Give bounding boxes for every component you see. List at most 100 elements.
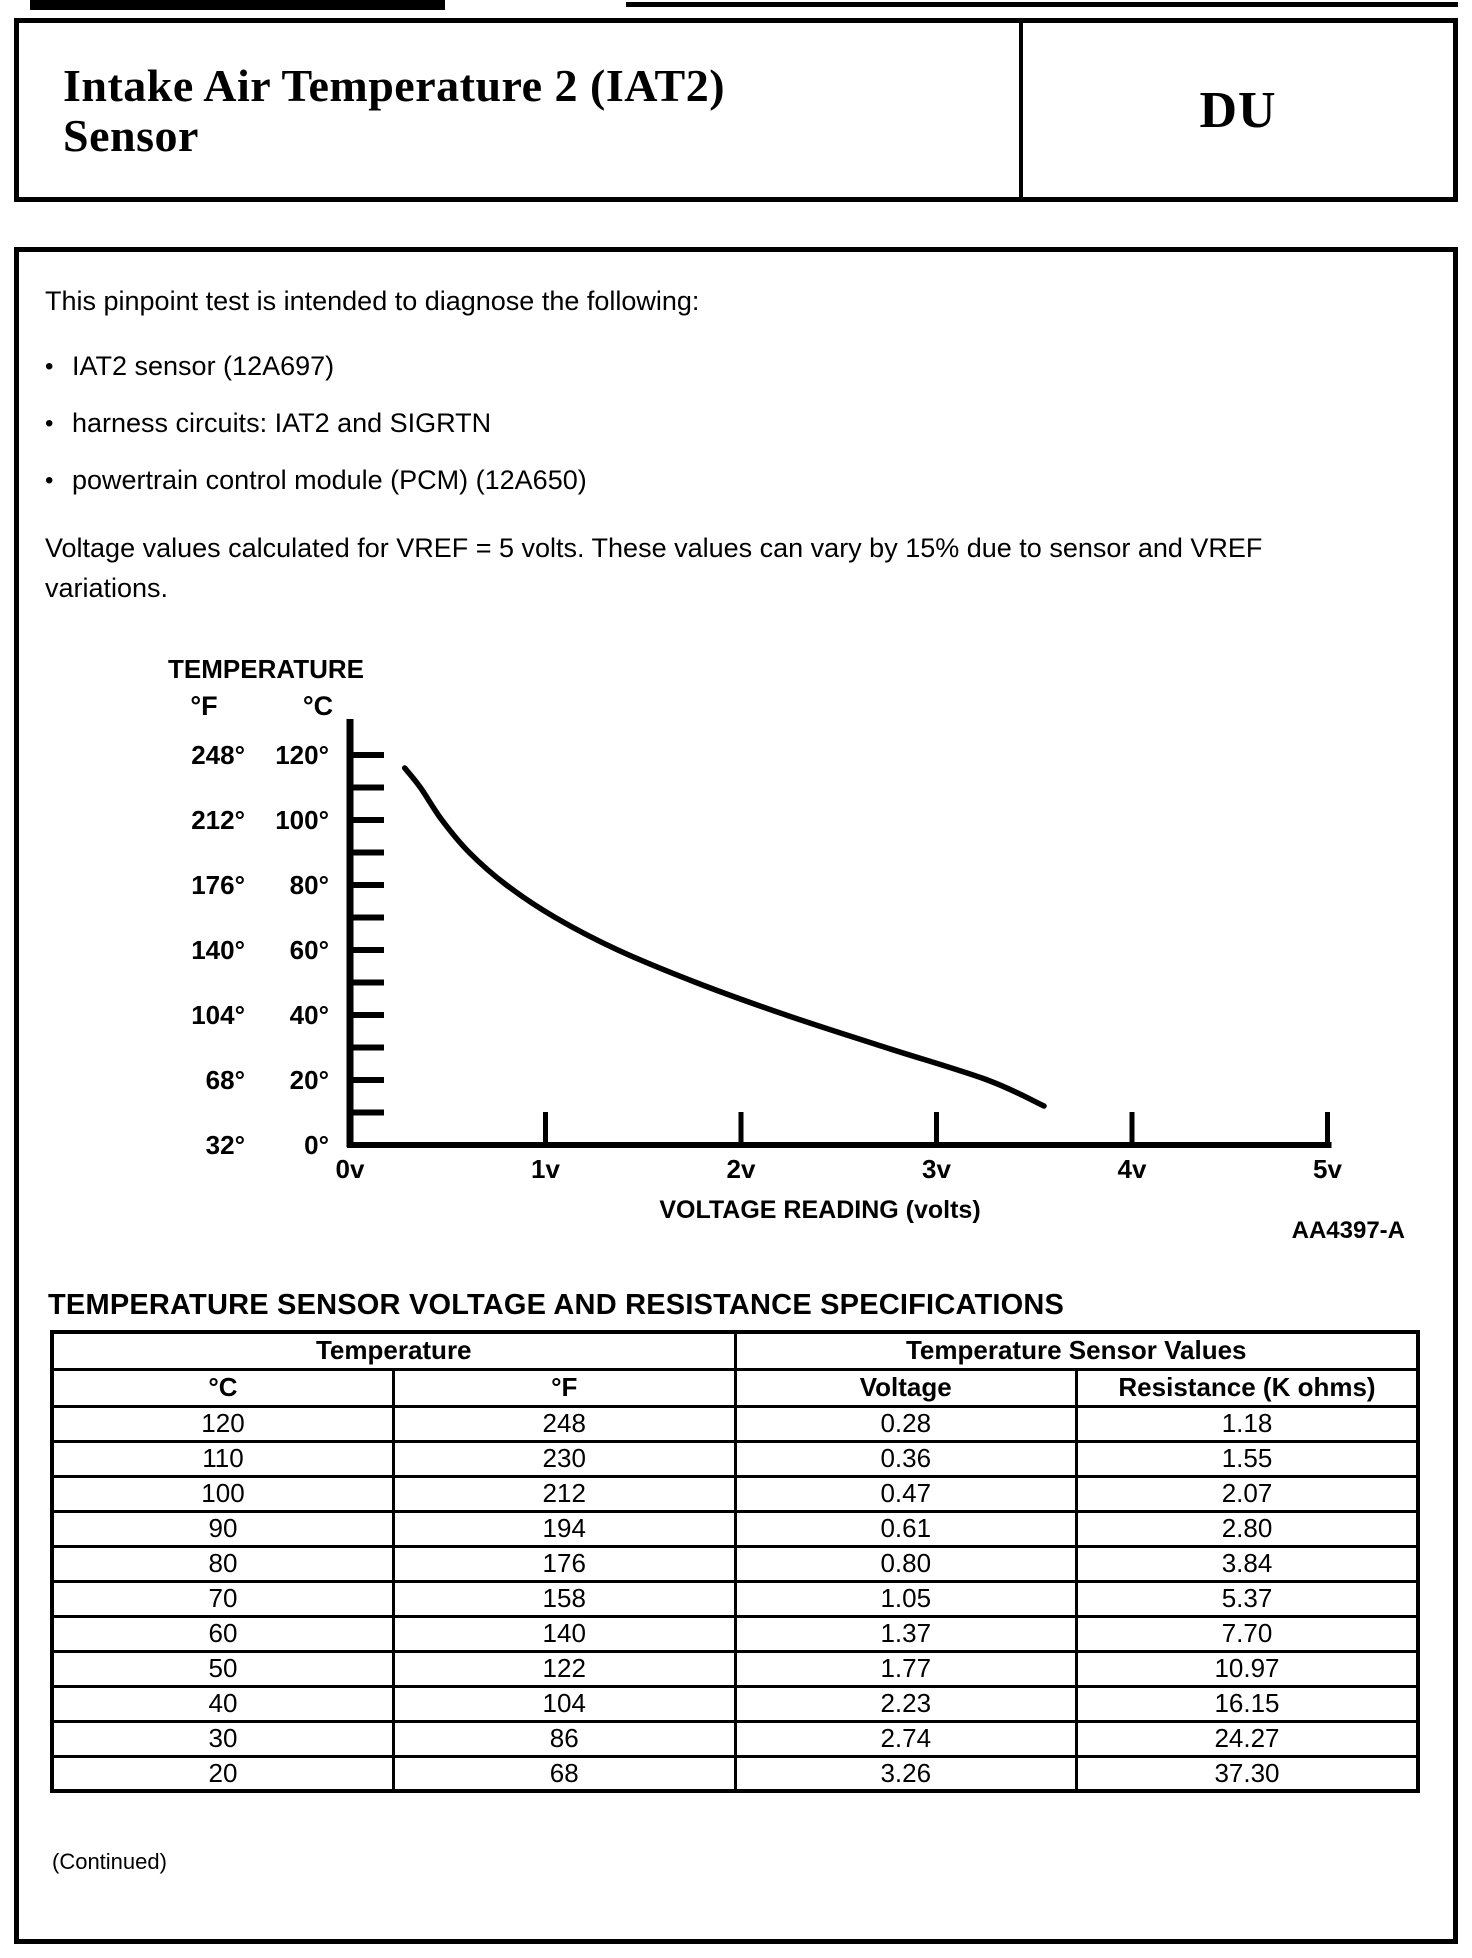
vref-note: Voltage values calculated for VREF = 5 v… xyxy=(45,533,1263,603)
x-tick-label: 5v xyxy=(1313,1154,1342,1184)
iat2-voltage-chart: TEMPERATURE °F °C 248° 120° 212° 100° 176° 80° 14… xyxy=(168,654,1405,1244)
y-tick-label-c: 100° xyxy=(275,805,329,835)
y-tick-label-f: 176° xyxy=(191,870,245,900)
list-item: • powertrain control module (PCM) (12A650… xyxy=(45,465,587,496)
y-tick-label-c: 120° xyxy=(275,740,329,770)
table-cell: 24.27 xyxy=(1075,1719,1420,1758)
table-cell: 0.61 xyxy=(733,1509,1078,1548)
table-cell: 0.80 xyxy=(733,1544,1078,1583)
table-row: 60 140 1.37 7.70 xyxy=(50,1614,1420,1653)
spec-table-head: Temperature Temperature Sensor Values °C… xyxy=(50,1330,1420,1408)
y-tick-label-c: 40° xyxy=(290,1000,329,1030)
header-box: Intake Air Temperature 2 (IAT2) Sensor D… xyxy=(14,18,1458,202)
scan-artifact xyxy=(30,0,445,10)
table-cell: 2.23 xyxy=(733,1684,1078,1723)
y-tick-label-f: 248° xyxy=(191,740,245,770)
y-tick-label-f: 68° xyxy=(206,1065,245,1095)
content-box: This pinpoint test is intended to diagno… xyxy=(14,247,1458,1944)
column-header-c: °C xyxy=(50,1367,395,1408)
y-tick-label-f: 104° xyxy=(191,1000,245,1030)
pinpoint-test-code: DU xyxy=(1199,81,1277,139)
table-cell: 1.18 xyxy=(1075,1404,1420,1443)
y-tick-label-f: 140° xyxy=(191,935,245,965)
spec-table: Temperature Temperature Sensor Values °C… xyxy=(50,1330,1420,1793)
table-cell: 140 xyxy=(392,1614,737,1653)
group-header-sensor-values: Temperature Sensor Values xyxy=(733,1330,1420,1371)
header-title-cell: Intake Air Temperature 2 (IAT2) Sensor xyxy=(19,23,1023,197)
column-header-f: °F xyxy=(392,1367,737,1408)
page-title-line2: Sensor xyxy=(63,110,199,161)
spec-table-title: TEMPERATURE SENSOR VOLTAGE AND RESISTANC… xyxy=(48,1289,1065,1321)
table-row: 70 158 1.05 5.37 xyxy=(50,1579,1420,1618)
table-cell: 90 xyxy=(50,1509,395,1548)
y-axis-unit-c: °C xyxy=(303,691,333,721)
table-cell: 122 xyxy=(392,1649,737,1688)
column-header-row: °C °F Voltage Resistance (K ohms) xyxy=(50,1367,1420,1408)
table-cell: 3.84 xyxy=(1075,1544,1420,1583)
table-cell: 120 xyxy=(50,1404,395,1443)
x-tick-label: 4v xyxy=(1118,1154,1147,1184)
column-header-voltage: Voltage xyxy=(733,1367,1078,1408)
table-cell: 80 xyxy=(50,1544,395,1583)
table-row: 40 104 2.23 16.15 xyxy=(50,1684,1420,1723)
list-item-text: harness circuits: IAT2 and SIGRTN xyxy=(72,408,492,438)
list-item-text: IAT2 sensor (12A697) xyxy=(72,351,335,381)
table-cell: 0.47 xyxy=(733,1474,1078,1513)
table-row: 120 248 0.28 1.18 xyxy=(50,1404,1420,1443)
bullet-icon: • xyxy=(45,353,54,380)
table-cell: 3.26 xyxy=(733,1754,1078,1793)
table-cell: 230 xyxy=(392,1439,737,1478)
table-row: 110 230 0.36 1.55 xyxy=(50,1439,1420,1478)
table-cell: 1.05 xyxy=(733,1579,1078,1618)
table-cell: 0.28 xyxy=(733,1404,1078,1443)
spec-table-body: 120 248 0.28 1.18 110 230 0.36 1.55 100 212 0.47 2.… xyxy=(50,1404,1420,1793)
table-cell: 212 xyxy=(392,1474,737,1513)
y-axis-unit-f: °F xyxy=(190,691,217,721)
header-code-cell: DU xyxy=(1023,23,1453,197)
table-cell: 60 xyxy=(50,1614,395,1653)
table-cell: 16.15 xyxy=(1075,1684,1420,1723)
y-tick-label-c: 60° xyxy=(290,935,329,965)
table-cell: 50 xyxy=(50,1649,395,1688)
x-tick-label: 3v xyxy=(922,1154,951,1184)
sensor-response-curve xyxy=(401,765,1047,1109)
chart-title: TEMPERATURE xyxy=(168,654,364,684)
list-item: • IAT2 sensor (12A697) xyxy=(45,351,334,382)
table-cell: 248 xyxy=(392,1404,737,1443)
table-cell: 70 xyxy=(50,1579,395,1618)
y-tick-label-c: 0° xyxy=(304,1130,329,1160)
table-cell: 158 xyxy=(392,1579,737,1618)
table-cell: 68 xyxy=(392,1754,737,1793)
bullet-icon: • xyxy=(45,467,54,494)
table-cell: 7.70 xyxy=(1075,1614,1420,1653)
table-cell: 1.55 xyxy=(1075,1439,1420,1478)
bullet-icon: • xyxy=(45,410,54,437)
y-tick-label-c: 20° xyxy=(290,1065,329,1095)
page-title-line1: Intake Air Temperature 2 (IAT2) xyxy=(63,60,726,111)
table-cell: 110 xyxy=(50,1439,395,1478)
table-cell: 5.37 xyxy=(1075,1579,1420,1618)
page-title: Intake Air Temperature 2 (IAT2) Sensor xyxy=(63,61,1019,161)
table-cell: 86 xyxy=(392,1719,737,1758)
intro-lead: This pinpoint test is intended to diagno… xyxy=(45,286,700,316)
table-cell: 10.97 xyxy=(1075,1649,1420,1688)
table-cell: 104 xyxy=(392,1684,737,1723)
y-tick-label-c: 80° xyxy=(290,870,329,900)
x-tick-label: 1v xyxy=(531,1154,560,1184)
table-row: 90 194 0.61 2.80 xyxy=(50,1509,1420,1548)
table-cell: 0.36 xyxy=(733,1439,1078,1478)
x-tick-label: 2v xyxy=(727,1154,756,1184)
group-header-temperature: Temperature xyxy=(50,1330,737,1371)
table-row: 30 86 2.74 24.27 xyxy=(50,1719,1420,1758)
table-cell: 176 xyxy=(392,1544,737,1583)
table-cell: 30 xyxy=(50,1719,395,1758)
table-row: 80 176 0.80 3.84 xyxy=(50,1544,1420,1583)
table-cell: 1.37 xyxy=(733,1614,1078,1653)
table-row: 50 122 1.77 10.97 xyxy=(50,1649,1420,1688)
group-header-row: Temperature Temperature Sensor Values xyxy=(50,1330,1420,1371)
y-tick-label-f: 212° xyxy=(191,805,245,835)
y-tick-label-f: 32° xyxy=(206,1130,245,1160)
table-row: 20 68 3.26 37.30 xyxy=(50,1754,1420,1793)
table-cell: 2.74 xyxy=(733,1719,1078,1758)
